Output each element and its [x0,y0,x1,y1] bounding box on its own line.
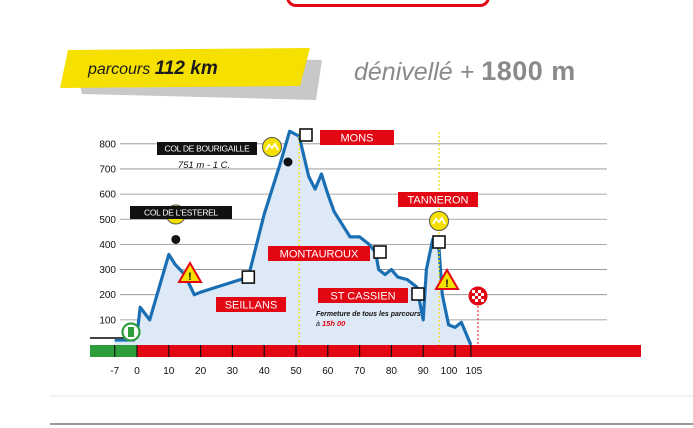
col-dot [171,234,181,244]
closing-note-prefix: à [316,321,320,328]
x-tick-label: 100 [441,366,458,377]
finish-flag-check [472,296,475,299]
mountain-icon [432,216,446,225]
x-tick-label: -7 [110,366,119,377]
x-tick-label: 90 [418,366,430,377]
finish-flag-check [478,296,481,299]
finish-flag-check [475,299,478,302]
y-tick-label: 600 [99,190,116,201]
y-tick-label: 700 [99,164,116,175]
village-square [299,128,313,142]
village-label-mons: MONS [341,133,374,145]
y-axis: 100 200 300 400 500 600 700 800 [99,139,116,326]
elevation-label: dénivellé + [354,58,475,86]
finish-flag-check [475,293,478,296]
village-square [432,235,446,249]
y-tick-label: 100 [99,315,116,326]
distance-value: 112 km [154,58,218,79]
distance-bar [90,337,641,357]
warning-icon [177,261,203,283]
y-tick-label: 200 [99,290,116,301]
finish-flag-check [478,290,481,293]
col-note-bourigaille: 751 m - 1 C. [178,160,230,171]
finish-flag-check [472,290,475,293]
annotations: Fermeture de tous les parcours à 15h 00 [316,311,421,328]
x-axis: -7 0 10 20 30 40 50 60 70 80 90 100 105 [110,345,483,377]
distance-text: parcours 112 km [88,58,218,80]
village-label-box [320,130,394,145]
elevation-value: 1800 m [481,56,576,86]
x-tick-label: 50 [290,366,302,377]
distance-label: parcours [88,61,151,78]
village-label-montauroux: MONTAUROUX [280,249,359,261]
y-tick-label: 300 [99,265,116,276]
x-tick-label: 40 [259,366,271,377]
start-rail [90,337,138,339]
village-label-seillans: SEILLANS [225,300,278,312]
closing-note-time: 15h 00 [322,319,346,328]
distance-banner [60,48,322,100]
elevation-text: dénivellé + 1800 m [354,56,576,87]
village-label-tanneron: TANNERON [408,195,469,207]
village-label-box [318,288,408,303]
y-tick-label: 500 [99,215,116,226]
mountain-icon [265,142,279,151]
x-tick-label: 60 [322,366,334,377]
x-tick-label: 10 [163,366,175,377]
village-label-st-cassien: ST CASSIEN [330,291,395,303]
x-tick-label: 70 [354,366,366,377]
closing-note: Fermeture de tous les parcours [316,311,421,318]
y-tick-label: 400 [99,240,116,251]
col-label-bourigaille: COL DE BOURIGAILLE [165,144,251,154]
x-tick-label: 30 [227,366,239,377]
start-icon-bar [128,327,134,337]
col-label-box [130,206,232,219]
neutral-start-bar [90,345,137,357]
finish-flag-check [481,293,484,296]
village-label-box [398,192,478,207]
village-label-box [216,297,286,312]
village-square [241,270,256,284]
warning-mark: ! [445,278,449,290]
route-marks: COL DE L'ESTEREL COL DE BOURIGAILLE 751 m … [121,128,488,345]
finish-flag-check [481,299,484,302]
col-label-box [157,142,257,155]
col-label-esterel: COL DE L'ESTEREL [144,208,219,218]
col-dot [283,157,293,167]
warning-mark: ! [188,271,192,283]
y-tick-label: 800 [99,139,116,150]
x-tick-label: 105 [466,366,483,377]
warning-icon [434,268,460,290]
village-square [411,287,425,301]
x-tick-label: 80 [386,366,398,377]
village-label-box [268,246,370,261]
x-tick-label: 20 [195,366,207,377]
village-square [373,245,387,259]
route-bar [137,345,641,357]
x-tick-label: 0 [134,366,140,377]
